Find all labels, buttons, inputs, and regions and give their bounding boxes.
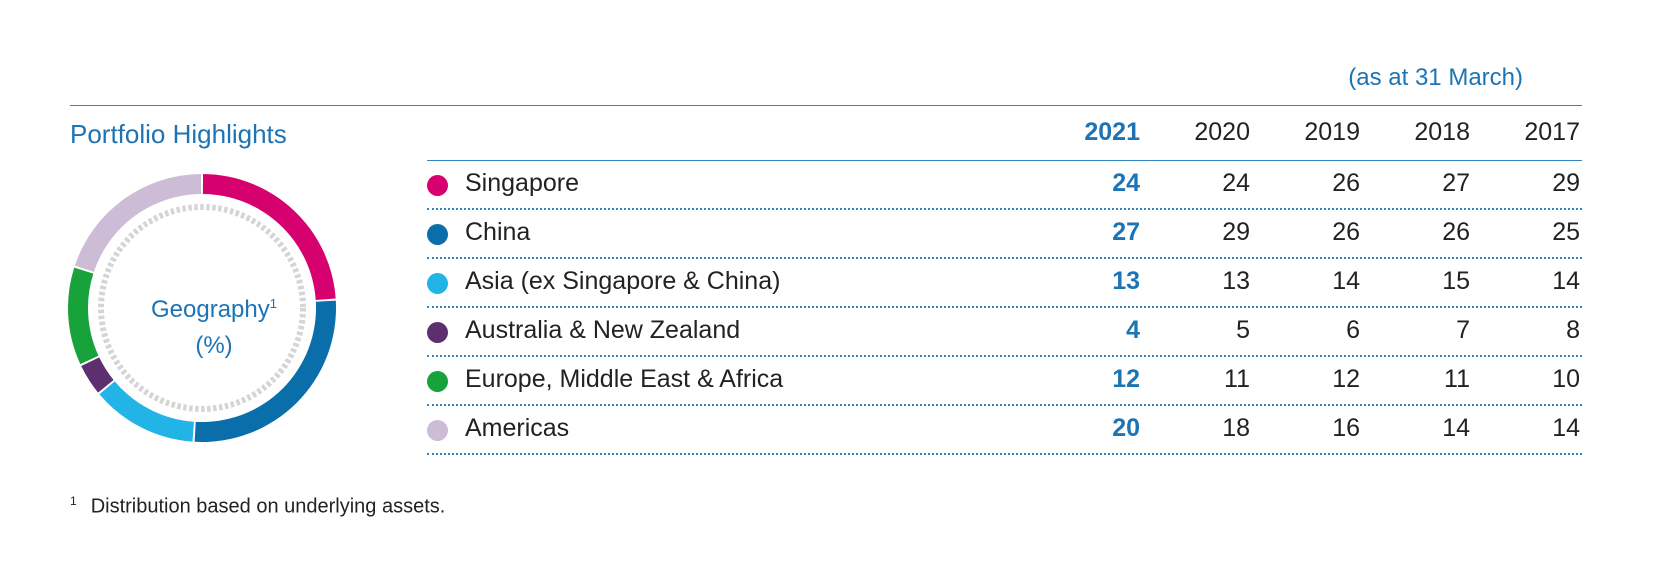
value-cell: 13 bbox=[1112, 267, 1140, 295]
geography-donut-chart bbox=[68, 174, 337, 442]
donut-unit: (%) bbox=[195, 332, 233, 359]
legend-dot bbox=[427, 273, 448, 294]
value-cell: 11 bbox=[1444, 365, 1470, 393]
legend-dot bbox=[427, 371, 448, 392]
region-name: Europe, Middle East & Africa bbox=[465, 365, 784, 393]
value-cell: 29 bbox=[1222, 218, 1250, 246]
value-cell: 6 bbox=[1346, 316, 1360, 344]
value-cell: 16 bbox=[1332, 414, 1360, 442]
year-header: 2020 bbox=[1194, 118, 1250, 146]
year-header: 2021 bbox=[1084, 118, 1140, 146]
table-row: Australia & New Zealand 4 5 6 7 8 bbox=[427, 308, 1582, 357]
year-header: 2017 bbox=[1524, 118, 1580, 146]
value-cell: 12 bbox=[1332, 365, 1360, 393]
year-header: 2018 bbox=[1414, 118, 1470, 146]
donut-segments bbox=[68, 174, 337, 442]
region-name: Australia & New Zealand bbox=[465, 316, 741, 344]
table-header: 2021 2020 2019 2018 2017 bbox=[427, 110, 1582, 161]
value-cell: 12 bbox=[1112, 365, 1140, 393]
value-cell: 5 bbox=[1236, 316, 1250, 344]
donut-segment bbox=[99, 381, 194, 442]
value-cell: 25 bbox=[1552, 218, 1580, 246]
value-cell: 20 bbox=[1112, 414, 1140, 442]
value-cell: 26 bbox=[1442, 218, 1470, 246]
value-cell: 26 bbox=[1332, 169, 1360, 197]
donut-footnote-mark: 1 bbox=[269, 296, 277, 311]
table-body: Singapore 24 24 26 27 29 China 27 29 26 26 25 Asia (… bbox=[427, 161, 1582, 455]
value-cell: 14 bbox=[1332, 267, 1360, 295]
year-header: 2019 bbox=[1304, 118, 1360, 146]
region-name: Singapore bbox=[465, 169, 579, 197]
value-cell: 13 bbox=[1222, 267, 1250, 295]
footnote: 1 Distribution based on underlying assets… bbox=[70, 494, 445, 519]
region-name: Americas bbox=[465, 414, 570, 442]
footnote-mark: 1 bbox=[70, 494, 77, 508]
donut-segment bbox=[68, 267, 99, 365]
value-cell: 29 bbox=[1552, 169, 1580, 197]
footnote-text: Distribution based on underlying assets. bbox=[90, 495, 446, 518]
value-cell: 14 bbox=[1552, 414, 1580, 442]
value-cell: 14 bbox=[1442, 414, 1470, 442]
section-title: Portfolio Highlights bbox=[70, 119, 287, 149]
donut-segment bbox=[194, 300, 337, 442]
donut-segment bbox=[202, 174, 336, 300]
donut-center-label: Geography1 (%) bbox=[84, 286, 344, 364]
value-cell: 26 bbox=[1332, 218, 1360, 246]
legend-dot bbox=[427, 175, 448, 196]
value-cell: 4 bbox=[1126, 316, 1140, 344]
legend-dot bbox=[427, 420, 448, 441]
region-name: China bbox=[465, 218, 531, 246]
value-cell: 10 bbox=[1552, 365, 1580, 393]
value-cell: 15 bbox=[1442, 267, 1470, 295]
table-row: China 27 29 26 26 25 bbox=[427, 210, 1582, 259]
legend-dot bbox=[427, 224, 448, 245]
legend-dot bbox=[427, 322, 448, 343]
as-at-date-note: (as at 31 March) bbox=[1348, 64, 1523, 91]
value-cell: 24 bbox=[1222, 169, 1250, 197]
value-cell: 8 bbox=[1566, 316, 1580, 344]
value-cell: 27 bbox=[1112, 218, 1140, 246]
donut-segment bbox=[81, 357, 114, 393]
table-row: Europe, Middle East & Africa 12 11 12 11 10 bbox=[427, 357, 1582, 406]
value-cell: 14 bbox=[1552, 267, 1580, 295]
value-cell: 24 bbox=[1112, 169, 1140, 197]
donut-label-text: Geography bbox=[151, 296, 270, 323]
value-cell: 7 bbox=[1456, 316, 1470, 344]
donut-segment bbox=[74, 174, 202, 272]
value-cell: 27 bbox=[1442, 169, 1470, 197]
table-row: Americas 20 18 16 14 14 bbox=[427, 406, 1582, 455]
table-row: Singapore 24 24 26 27 29 bbox=[427, 161, 1582, 210]
region-name: Asia (ex Singapore & China) bbox=[465, 267, 781, 295]
table-row: Asia (ex Singapore & China) 13 13 14 15 14 bbox=[427, 259, 1582, 308]
top-divider bbox=[70, 105, 1582, 106]
value-cell: 11 bbox=[1224, 365, 1250, 393]
geography-table: 2021 2020 2019 2018 2017 Singapore 24 24 26… bbox=[427, 110, 1582, 455]
value-cell: 18 bbox=[1222, 414, 1250, 442]
donut-inner-dashed-ring bbox=[98, 204, 306, 412]
